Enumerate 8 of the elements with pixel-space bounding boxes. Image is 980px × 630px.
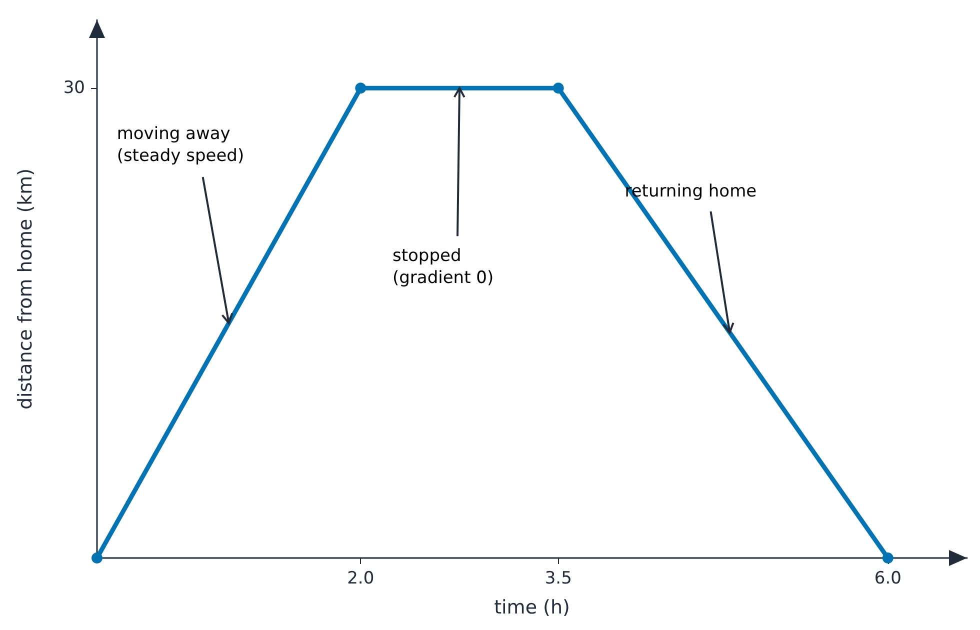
annotation: stopped (gradient 0): [392, 246, 494, 288]
x-tick-label: 2.0: [347, 568, 374, 588]
y-axis-title: distance from home (km): [14, 168, 36, 410]
annotation: moving away (steady speed): [116, 124, 244, 166]
text: 30: [63, 78, 85, 98]
x-axis-title: time (h): [494, 596, 570, 618]
x-tick-label: 3.5: [544, 568, 572, 588]
x-tick-label: 6.0: [874, 568, 902, 588]
